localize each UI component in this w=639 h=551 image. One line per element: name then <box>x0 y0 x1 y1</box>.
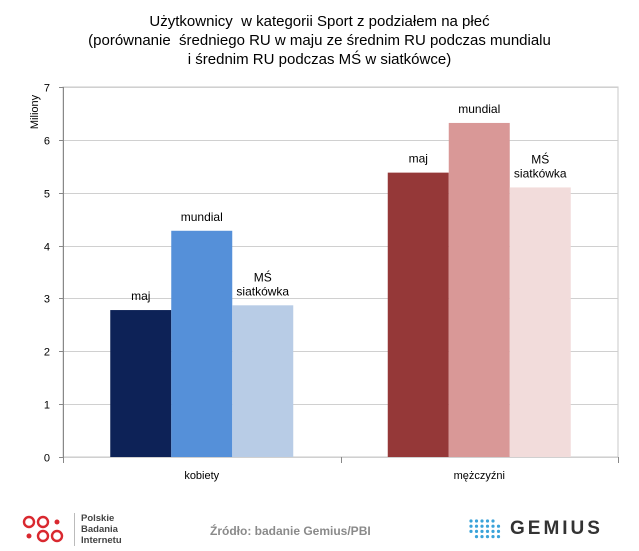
pbi-dot <box>36 515 50 529</box>
bar-data-label: siatkówka <box>514 166 567 180</box>
gemius-dot <box>474 529 479 533</box>
pbi-dot <box>36 529 50 543</box>
gemius-dots-icon <box>469 519 501 539</box>
gemius-dot <box>480 524 484 528</box>
y-tick-label: 2 <box>44 347 50 359</box>
chart-title-line-2: (porównanie średniego RU w maju ze średn… <box>88 32 551 49</box>
gemius-dot <box>469 524 473 528</box>
pbi-dot <box>50 529 64 543</box>
source-note: Źródło: badanie Gemius/PBI <box>210 524 371 538</box>
gemius-dot <box>496 529 501 533</box>
bar <box>110 310 172 457</box>
gemius-dot <box>485 529 490 533</box>
gemius-dot <box>496 524 501 528</box>
pbi-dots-icon <box>22 515 64 543</box>
bar-data-label: siatkówka <box>236 284 289 298</box>
pbi-logo-line-1: Polskie <box>81 512 115 524</box>
gemius-logo: GEMIUS <box>468 518 603 540</box>
bar <box>448 122 510 457</box>
bar <box>232 305 294 457</box>
bar-data-label: mundial <box>458 102 500 116</box>
gemius-dot <box>491 519 495 523</box>
x-category-label: mężczyźni <box>454 470 505 482</box>
y-tick-label: 3 <box>44 294 50 306</box>
gemius-logo-text: GEMIUS <box>510 518 603 539</box>
bar <box>509 187 571 457</box>
y-tick-label: 1 <box>44 400 50 412</box>
y-tick-label: 5 <box>44 189 50 201</box>
y-tick-label: 0 <box>44 453 50 465</box>
y-tick-label: 7 <box>44 83 50 95</box>
pbi-logo: Polskie Badania Internetu <box>22 512 122 546</box>
gemius-dot <box>491 535 495 539</box>
pbi-logo-line-2: Badania <box>81 523 118 535</box>
gemius-dot <box>474 519 479 523</box>
gemius-dot <box>469 519 473 523</box>
gemius-dot <box>474 524 479 528</box>
pbi-logo-text: Polskie Badania Internetu <box>74 512 122 546</box>
pbi-dot <box>22 515 36 529</box>
bar <box>171 230 233 457</box>
chart-title-line-3: i średnim RU podczas MŚ w siatkówce) <box>187 51 452 68</box>
gemius-dot <box>480 519 484 523</box>
gemius-dot <box>491 524 495 528</box>
gemius-dot <box>485 519 490 523</box>
gemius-dot <box>474 535 479 539</box>
chart-title: Użytkownicy w kategorii Sport z podziałe… <box>0 12 639 69</box>
bar-data-label: MŚ <box>531 151 549 166</box>
gemius-dot <box>480 535 484 539</box>
gemius-dot <box>485 535 490 539</box>
pbi-logo-line-3: Internetu <box>81 534 122 546</box>
y-tick-label: 6 <box>44 136 50 148</box>
gemius-dot <box>491 529 495 533</box>
y-axis-label: Miliony <box>29 94 41 129</box>
pbi-dot <box>54 519 60 525</box>
pbi-dot <box>26 533 32 539</box>
gemius-dot <box>485 524 490 528</box>
chart-title-line-1: Użytkownicy w kategorii Sport z podziałe… <box>149 13 490 30</box>
bar-chart: 01234567MilionymajmundialMŚsiatkówkakobi… <box>29 83 619 482</box>
bar-data-label: MŚ <box>254 269 272 284</box>
bar-data-label: maj <box>409 152 428 166</box>
y-tick-label: 4 <box>44 242 50 254</box>
bar <box>387 172 449 457</box>
x-category-label: kobiety <box>184 470 219 482</box>
gemius-dot <box>480 529 484 533</box>
bar-data-label: maj <box>131 289 150 303</box>
bar-data-label: mundial <box>181 210 223 224</box>
gemius-dot <box>496 535 501 539</box>
gemius-dot <box>469 529 473 533</box>
